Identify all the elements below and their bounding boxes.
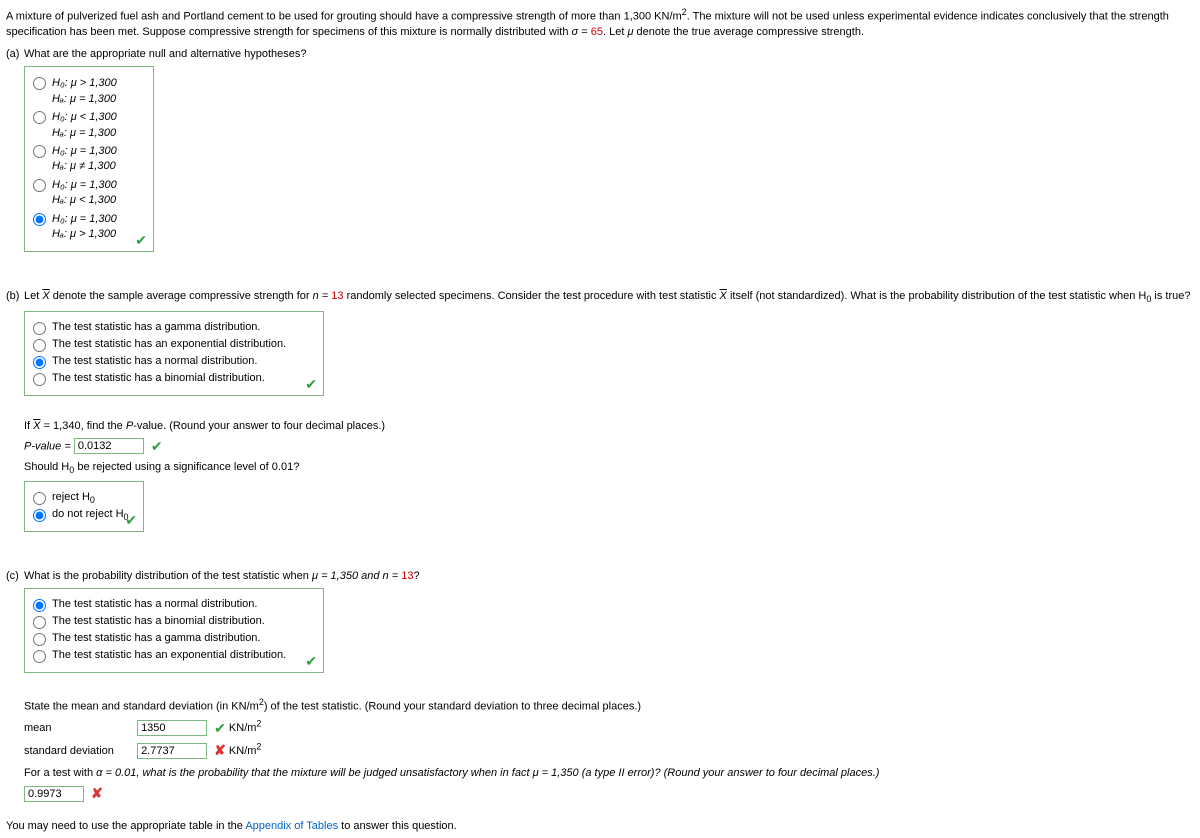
opt-a4-h0: H₀: μ = 1,300 (52, 212, 117, 227)
sd-label: standard deviation (24, 745, 134, 757)
mean-input[interactable] (137, 720, 207, 736)
reject-prompt: Should H0 be rejected using a significan… (24, 461, 1194, 475)
part-c-label: (c) (6, 570, 24, 582)
state-mean-sd-prompt: State the mean and standard deviation (i… (24, 697, 1194, 713)
opt-bdist-1: The test statistic has an exponential di… (52, 338, 286, 350)
opt-a3-ha: Hₐ: μ < 1,300 (52, 193, 117, 208)
part-b-question: Let X denote the sample average compress… (24, 290, 1194, 304)
radio-a-1[interactable] (33, 111, 46, 124)
check-icon: ✔ (214, 720, 226, 736)
opt-cdist-0: The test statistic has a normal distribu… (52, 598, 257, 610)
problem-statement: A mixture of pulverized fuel ash and Por… (6, 6, 1194, 40)
part-a-question: What are the appropriate null and altern… (24, 48, 1194, 60)
opt-reject-0: reject H (52, 491, 90, 503)
radio-bdist-3[interactable] (33, 373, 46, 386)
radio-bdist-0[interactable] (33, 322, 46, 335)
radio-a-4[interactable] (33, 213, 46, 226)
opt-bdist-0: The test statistic has a gamma distribut… (52, 321, 260, 333)
radio-reject-1[interactable] (33, 509, 46, 522)
opt-cdist-1: The test statistic has a binomial distri… (52, 615, 265, 627)
radio-cdist-2[interactable] (33, 633, 46, 646)
sigma-value: 65 (591, 26, 603, 38)
opt-bdist-3: The test statistic has a binomial distri… (52, 372, 265, 384)
check-icon: ✔ (135, 232, 147, 249)
part-c-question: What is the probability distribution of … (24, 570, 1194, 582)
type2-prompt: For a test with α = 0.01, what is the pr… (24, 767, 1194, 779)
opt-a0-h0: H₀: μ > 1,300 (52, 76, 117, 91)
reject-options: reject H0 do not reject H0 ✔ (24, 481, 144, 532)
part-c-dist-options: The test statistic has a normal distribu… (24, 588, 324, 673)
check-icon: ✔ (125, 512, 137, 529)
pvalue-label: P-value = (24, 440, 74, 452)
opt-a2-h0: H₀: μ = 1,300 (52, 144, 117, 159)
radio-cdist-0[interactable] (33, 599, 46, 612)
unit-label: KN/m2 (229, 745, 262, 757)
check-icon: ✔ (305, 376, 317, 393)
x-bar-symbol: X (720, 290, 727, 302)
part-a-label: (a) (6, 48, 24, 60)
pvalue-prompt: If X = 1,340, find the P-value. (Round y… (24, 420, 1194, 432)
opt-a1-h0: H₀: μ < 1,300 (52, 110, 117, 125)
radio-a-0[interactable] (33, 77, 46, 90)
opt-bdist-2: The test statistic has a normal distribu… (52, 355, 257, 367)
part-b-label: (b) (6, 290, 24, 302)
radio-a-2[interactable] (33, 145, 46, 158)
radio-bdist-2[interactable] (33, 356, 46, 369)
n-value: 13 (401, 570, 413, 582)
intro-text: A mixture of pulverized fuel ash and Por… (6, 11, 682, 23)
sd-input[interactable] (137, 743, 207, 759)
radio-a-3[interactable] (33, 179, 46, 192)
unit-label: KN/m2 (229, 722, 262, 734)
opt-a3-h0: H₀: μ = 1,300 (52, 178, 117, 193)
n-value: 13 (331, 290, 343, 302)
appendix-link[interactable]: Appendix of Tables (245, 820, 338, 832)
opt-a2-ha: Hₐ: μ ≠ 1,300 (52, 159, 117, 174)
opt-a1-ha: Hₐ: μ = 1,300 (52, 126, 117, 141)
opt-cdist-2: The test statistic has a gamma distribut… (52, 632, 260, 644)
part-a-options: H₀: μ > 1,300Hₐ: μ = 1,300 H₀: μ < 1,300… (24, 66, 154, 252)
mean-label: mean (24, 722, 134, 734)
radio-reject-0[interactable] (33, 492, 46, 505)
opt-a0-ha: Hₐ: μ = 1,300 (52, 92, 117, 107)
opt-reject-1: do not reject H (52, 508, 124, 520)
x-bar-symbol: X (33, 420, 40, 432)
opt-cdist-3: The test statistic has an exponential di… (52, 649, 286, 661)
opt-a4-ha: Hₐ: μ > 1,300 (52, 227, 117, 242)
footer-note: You may need to use the appropriate tabl… (6, 820, 1194, 832)
pvalue-input[interactable] (74, 438, 144, 454)
type2-input[interactable] (24, 786, 84, 802)
radio-bdist-1[interactable] (33, 339, 46, 352)
radio-cdist-1[interactable] (33, 616, 46, 629)
x-bar-symbol: X (42, 290, 49, 302)
cross-icon: ✘ (214, 742, 226, 758)
check-icon: ✔ (151, 438, 163, 454)
cross-icon: ✘ (91, 785, 103, 801)
part-b-dist-options: The test statistic has a gamma distribut… (24, 311, 324, 396)
radio-cdist-3[interactable] (33, 650, 46, 663)
